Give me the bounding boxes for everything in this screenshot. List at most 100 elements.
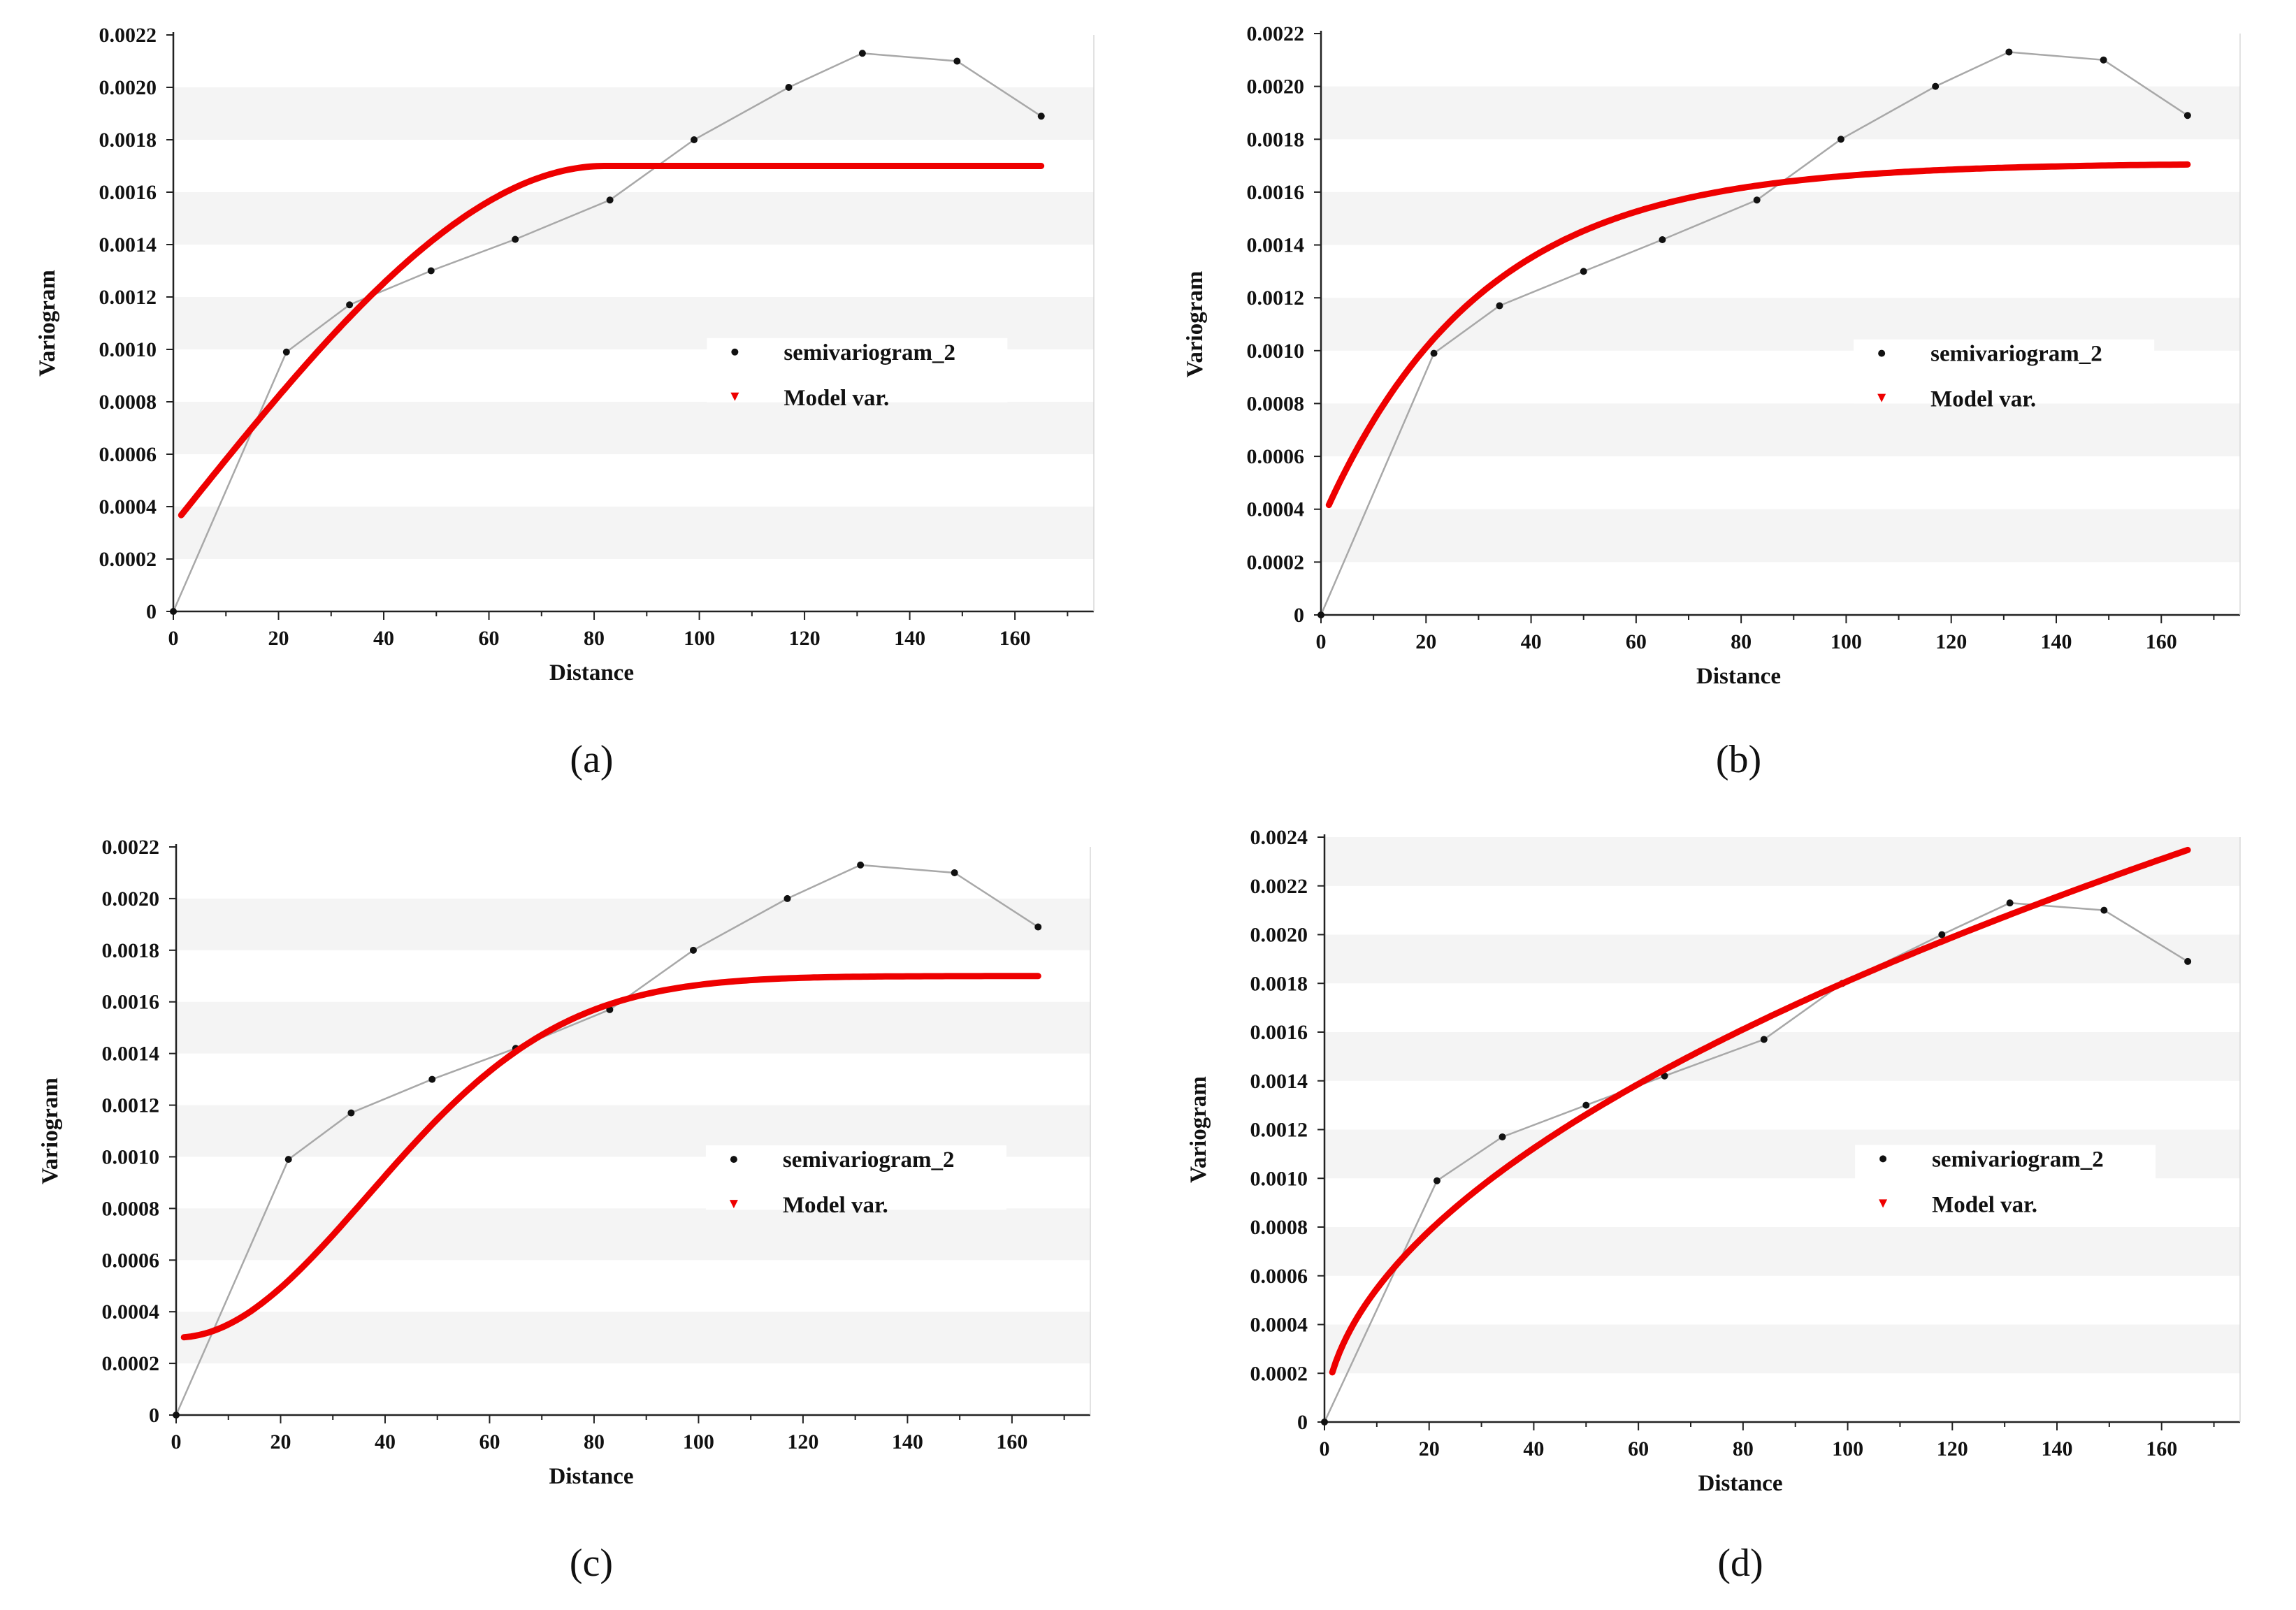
x-tick-label: 80 <box>1733 1437 1754 1460</box>
semivariogram-point <box>284 1156 292 1163</box>
grid-band <box>176 1001 1090 1054</box>
y-tick-label: 0.0004 <box>1247 498 1305 521</box>
y-tick-label: 0.0012 <box>1247 287 1305 310</box>
y-tick-label: 0.0012 <box>1250 1119 1308 1142</box>
y-tick-label: 0.0018 <box>1247 128 1305 151</box>
x-axis-title: Distance <box>1698 1471 1783 1496</box>
legend-label-model: Model var. <box>1932 1192 2037 1217</box>
x-tick-label: 20 <box>1415 630 1436 653</box>
semivariogram-point <box>2006 899 2014 907</box>
semivariogram-point <box>1582 1101 1590 1109</box>
chart-c: 0 0.0002 0.0004 0.0006 0.0008 0.0010 0.0012 0.0… <box>38 836 1091 1585</box>
grid-band <box>173 507 1094 559</box>
y-tick-label: 0.0018 <box>1250 972 1308 995</box>
y-tick-label: 0.0002 <box>99 548 157 571</box>
semivariogram-point <box>1753 196 1761 204</box>
y-tick-label: 0.0002 <box>1247 551 1305 574</box>
y-tick-label: 0.0004 <box>102 1300 160 1323</box>
y-tick-label: 0.0014 <box>1247 234 1305 257</box>
grid-band <box>1324 1227 2240 1276</box>
semivariogram-point <box>1499 1133 1506 1140</box>
x-tick-label: 0 <box>1316 630 1327 653</box>
x-tick-label: 100 <box>1831 630 1862 653</box>
x-tick-label: 20 <box>268 627 289 650</box>
semivariogram-point <box>857 861 865 869</box>
semivariogram-point <box>2183 112 2191 119</box>
y-tick-label: 0.0010 <box>99 338 157 361</box>
x-tick-label: 120 <box>787 1430 818 1453</box>
x-tick-label: 0 <box>1320 1437 1330 1460</box>
x-tick-label: 140 <box>894 627 925 650</box>
x-tick-label: 120 <box>1935 630 1967 653</box>
y-tick-label: 0.0010 <box>1247 340 1305 363</box>
semivariogram-point <box>953 57 961 65</box>
grid-band <box>1321 509 2240 563</box>
y-tick-label: 0.0006 <box>1250 1265 1308 1288</box>
y-tick-label: 0.0008 <box>99 391 157 414</box>
y-tick-label: 0.0008 <box>102 1197 160 1220</box>
y-tick-label: 0.0006 <box>102 1249 160 1272</box>
y-tick-label: 0.0022 <box>1250 875 1308 898</box>
panel-label: (b) <box>1716 738 1761 781</box>
y-tick-label: 0.0016 <box>102 991 160 1014</box>
x-axis-title: Distance <box>549 660 634 686</box>
semivariogram-point <box>1430 349 1438 357</box>
y-tick-label: 0.0016 <box>99 181 157 204</box>
x-tick-label: 60 <box>1626 630 1647 653</box>
semivariogram-point <box>689 946 697 954</box>
y-tick-label: 0.0014 <box>102 1043 160 1066</box>
semivariogram-point <box>2100 56 2107 64</box>
legend-label-model: Model var. <box>783 1193 888 1218</box>
y-tick-label: 0.0002 <box>1250 1362 1308 1385</box>
semivariogram-point <box>1317 611 1324 618</box>
grid-band <box>173 87 1094 140</box>
chart-b: 0 0.0002 0.0004 0.0006 0.0008 0.0010 0.0012 0.0… <box>1183 22 2241 781</box>
semivariogram-point <box>427 267 435 275</box>
grid-band <box>1321 86 2240 140</box>
semivariogram-point <box>784 894 791 902</box>
y-axis-title: Variogram <box>1183 271 1208 378</box>
semivariogram-point <box>1837 136 1844 143</box>
y-tick-label: 0 <box>149 1404 159 1427</box>
panel-d: 0 0.0002 0.0004 0.0006 0.0008 0.0010 0.0012 0.0… <box>1146 804 2265 1597</box>
semivariogram-point <box>606 196 614 204</box>
x-tick-label: 80 <box>584 627 605 650</box>
x-tick-label: 120 <box>789 627 821 650</box>
semivariogram-point <box>282 348 290 356</box>
panel-label: (c) <box>570 1542 613 1585</box>
semivariogram-point <box>951 869 958 876</box>
legend-label-semivariogram: semivariogram_2 <box>1930 342 2102 367</box>
x-tick-label: 60 <box>479 627 500 650</box>
semivariogram-point <box>170 608 177 615</box>
y-tick-label: 0.0014 <box>99 233 157 256</box>
grid-band <box>176 1312 1090 1364</box>
semivariogram-point <box>173 1412 180 1419</box>
y-tick-label: 0.0020 <box>102 887 160 911</box>
legend-label-semivariogram: semivariogram_2 <box>783 1147 955 1173</box>
x-tick-label: 40 <box>1523 1437 1544 1460</box>
semivariogram-point <box>1034 923 1042 931</box>
x-tick-label: 160 <box>2146 630 2177 653</box>
grid-band <box>1321 191 2240 245</box>
semivariogram-point <box>1760 1036 1768 1043</box>
y-tick-label: 0.0020 <box>1247 75 1305 99</box>
legend-marker-model <box>1879 1199 1888 1208</box>
y-tick-label: 0.0018 <box>99 129 157 152</box>
semivariogram-point <box>512 235 519 243</box>
semivariogram-point <box>2005 48 2013 56</box>
y-axis-title: Variogram <box>1186 1076 1211 1183</box>
grid-band <box>176 898 1090 950</box>
grid-band <box>1324 934 2240 984</box>
y-tick-label: 0.0012 <box>102 1094 160 1117</box>
grid-band <box>1321 403 2240 457</box>
legend-marker-semivariogram <box>1878 349 1886 357</box>
x-tick-label: 100 <box>1832 1437 1863 1460</box>
y-tick-label: 0.0008 <box>1250 1216 1308 1239</box>
legend-label-semivariogram: semivariogram_2 <box>784 340 955 365</box>
y-tick-label: 0.0020 <box>1250 924 1308 947</box>
semivariogram-point <box>1661 1072 1668 1080</box>
y-tick-label: 0.0006 <box>1247 445 1305 468</box>
y-tick-label: 0.0004 <box>1250 1314 1308 1337</box>
y-tick-label: 0.0012 <box>99 286 157 309</box>
